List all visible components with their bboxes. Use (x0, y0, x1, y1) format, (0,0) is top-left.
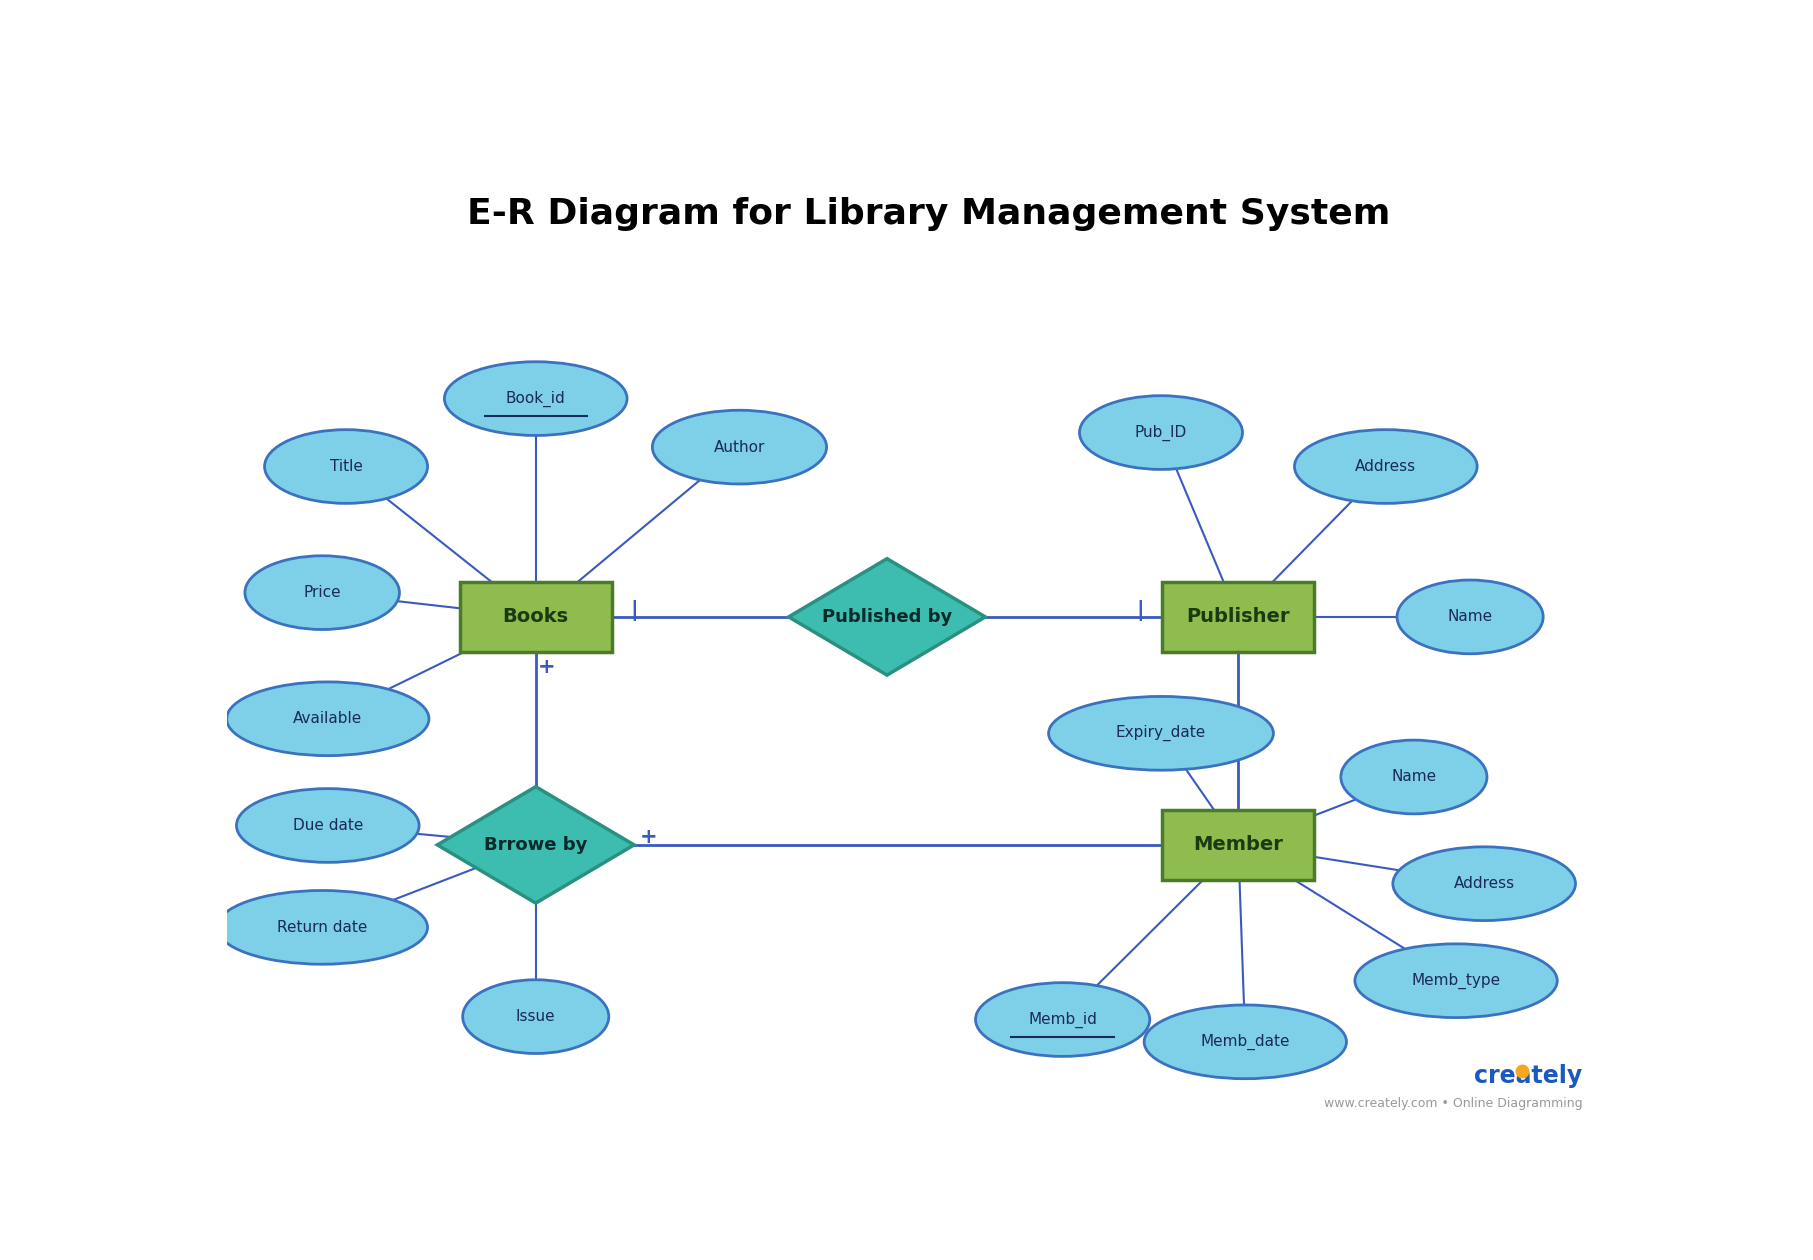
Text: Author: Author (714, 440, 765, 455)
Text: Member: Member (1193, 835, 1284, 854)
Ellipse shape (1048, 697, 1273, 770)
Text: Issue: Issue (517, 1009, 555, 1024)
Ellipse shape (462, 980, 609, 1053)
Text: Memb_type: Memb_type (1412, 973, 1501, 989)
Ellipse shape (265, 430, 428, 504)
Text: +: + (538, 658, 557, 678)
FancyBboxPatch shape (1162, 810, 1314, 879)
Ellipse shape (1079, 396, 1242, 470)
FancyBboxPatch shape (461, 582, 611, 651)
Text: Books: Books (502, 607, 569, 626)
Text: Published by: Published by (821, 607, 952, 626)
Ellipse shape (236, 789, 419, 862)
Text: Brrowe by: Brrowe by (484, 835, 587, 854)
Ellipse shape (1354, 944, 1557, 1018)
Text: Memb_id: Memb_id (1028, 1012, 1097, 1028)
Text: Expiry_date: Expiry_date (1115, 726, 1206, 741)
Text: Address: Address (1356, 459, 1416, 474)
Text: www.creately.com • Online Diagramming: www.creately.com • Online Diagramming (1323, 1096, 1583, 1110)
Text: Return date: Return date (277, 920, 368, 935)
Ellipse shape (653, 411, 827, 484)
Text: Available: Available (294, 711, 363, 726)
Text: Pub_ID: Pub_ID (1135, 425, 1188, 441)
Text: Due date: Due date (292, 818, 363, 833)
Text: Book_id: Book_id (506, 391, 566, 407)
Text: Name: Name (1447, 610, 1492, 625)
Ellipse shape (227, 682, 430, 756)
Text: Title: Title (330, 459, 363, 474)
Text: Memb_date: Memb_date (1200, 1033, 1291, 1050)
Text: Publisher: Publisher (1186, 607, 1291, 626)
Text: Name: Name (1391, 770, 1436, 785)
Text: |: | (631, 600, 638, 621)
Ellipse shape (1398, 580, 1543, 654)
FancyBboxPatch shape (1162, 582, 1314, 651)
Text: Price: Price (303, 585, 341, 600)
Ellipse shape (1342, 740, 1487, 814)
Ellipse shape (1392, 847, 1575, 921)
Text: Address: Address (1454, 876, 1514, 891)
Text: E-R Diagram for Library Management System: E-R Diagram for Library Management Syste… (468, 198, 1391, 232)
Ellipse shape (1294, 430, 1478, 504)
Text: creately: creately (1474, 1065, 1583, 1089)
Ellipse shape (444, 362, 627, 436)
Polygon shape (789, 558, 986, 675)
Ellipse shape (245, 556, 399, 630)
Ellipse shape (1144, 1005, 1347, 1079)
Text: |: | (1137, 600, 1144, 621)
Text: +: + (640, 827, 656, 847)
Ellipse shape (975, 983, 1149, 1056)
Ellipse shape (218, 891, 428, 964)
Polygon shape (437, 786, 635, 903)
